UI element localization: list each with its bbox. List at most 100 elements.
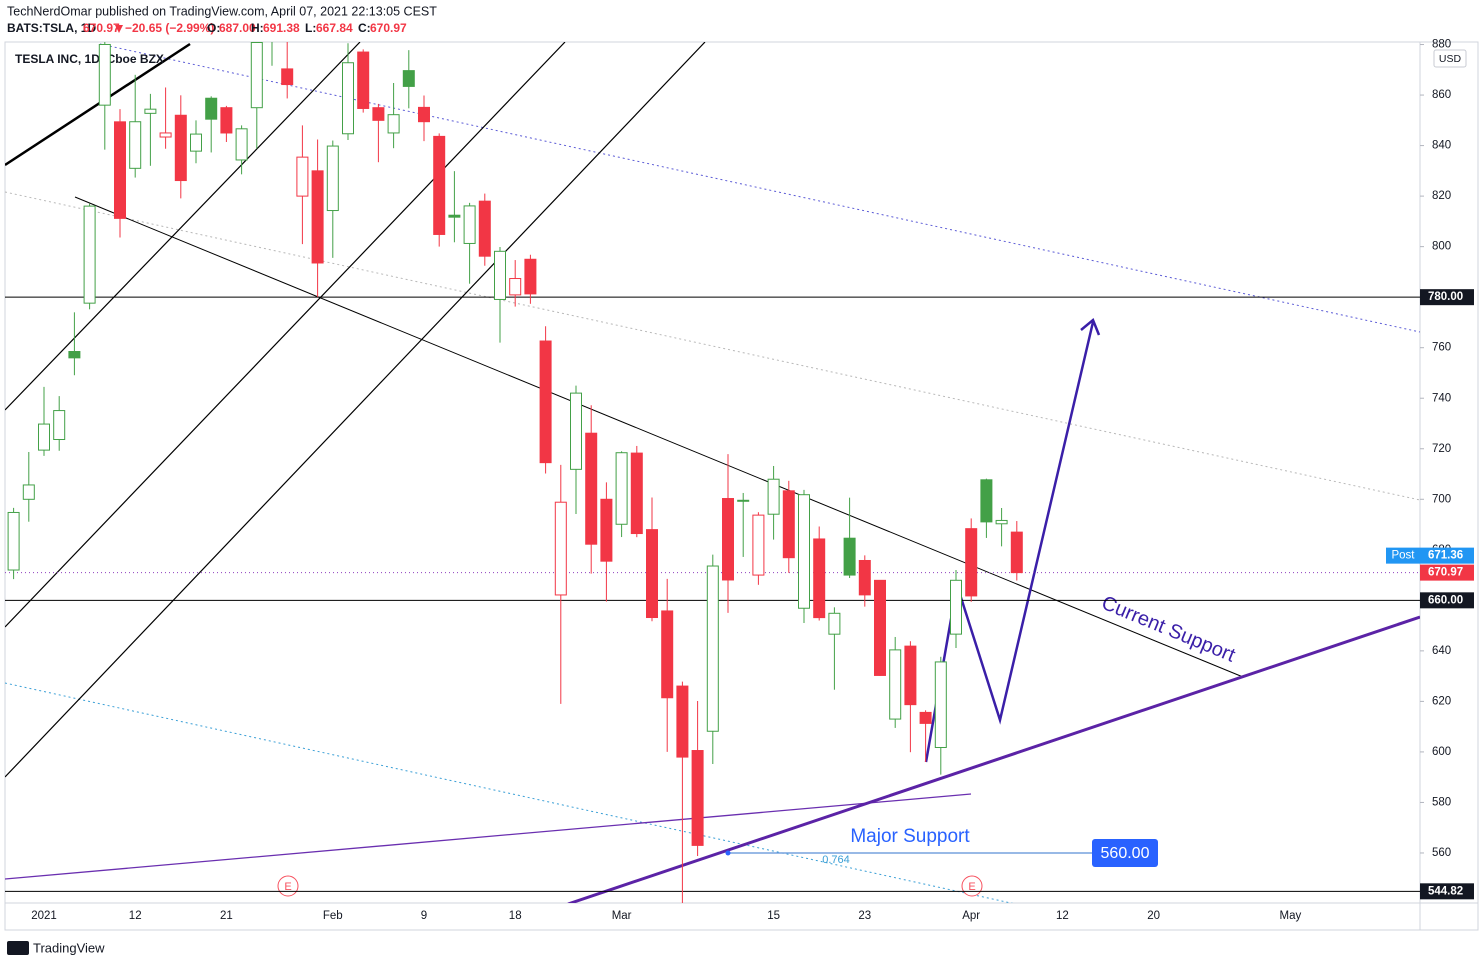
y-tick-label: 600	[1432, 746, 1451, 758]
candle-body	[509, 278, 522, 296]
x-tick-label: Apr	[962, 910, 980, 922]
candle-body	[554, 501, 567, 596]
post-price: 671.36	[1428, 550, 1463, 562]
y-tick-label: 860	[1432, 89, 1451, 101]
candle-body	[433, 135, 446, 235]
candle-body	[38, 423, 50, 451]
drawings	[5, 42, 1420, 903]
candle-body	[342, 62, 354, 135]
candle-body	[174, 114, 187, 182]
candle-body	[129, 121, 142, 169]
candle-body	[798, 494, 810, 609]
candle-body	[524, 258, 537, 295]
price-label: 780.00	[1428, 291, 1463, 303]
target-box	[1092, 838, 1158, 867]
major-support-line	[567, 615, 1420, 903]
x-tick-label: 12	[1056, 910, 1069, 922]
header-price: 670.97	[83, 21, 120, 35]
last-price-label: 670.97	[1428, 567, 1463, 579]
x-tick-label: 15	[767, 910, 780, 922]
candle-body	[934, 661, 947, 748]
ohlc-key: L:	[305, 21, 316, 35]
symbol: BATS:TSLA, 1D	[7, 21, 96, 35]
candle-body	[585, 432, 598, 545]
candle-body	[22, 484, 35, 500]
target-label: 560.00	[1101, 845, 1150, 862]
candle-body	[904, 645, 917, 706]
post-price-box	[1420, 547, 1474, 564]
currency: USD	[1439, 53, 1462, 65]
frame	[4, 41, 1479, 931]
y-tick-label: 620	[1432, 695, 1451, 707]
candle-body	[539, 340, 552, 464]
y-tick-label: 560	[1432, 847, 1451, 859]
candle-body	[630, 452, 643, 535]
price-label-box	[1420, 289, 1474, 306]
candle-body	[919, 711, 932, 724]
y-tick-label: 640	[1432, 645, 1451, 657]
candle-body	[980, 479, 993, 523]
upper-channel-line	[99, 43, 1420, 333]
candle-body	[752, 514, 765, 576]
candle-body	[98, 43, 111, 106]
ohlc-key: C:	[358, 21, 371, 35]
candle-body	[478, 200, 491, 257]
candle-body	[874, 579, 886, 676]
ohlc-value: 670.97	[370, 21, 407, 35]
candle-body	[372, 107, 385, 121]
candle-body	[570, 392, 582, 470]
ohlc-key: H:	[251, 21, 264, 35]
candle-body	[83, 205, 96, 304]
candle-body	[220, 107, 233, 134]
y-tick-label: 700	[1432, 493, 1451, 505]
candle-body	[615, 452, 628, 525]
candle-body	[463, 205, 476, 244]
candle-body	[813, 538, 826, 619]
trend-line	[5, 42, 191, 167]
candle-body	[387, 114, 400, 134]
candle-body	[965, 528, 978, 597]
target-anchor	[725, 850, 731, 856]
x-tick-label: 23	[858, 910, 871, 922]
candle-body	[858, 559, 871, 596]
x-tick-label: 18	[509, 910, 522, 922]
x-tick-label: 21	[220, 910, 233, 922]
candle-body	[296, 156, 309, 197]
candle-body	[326, 145, 339, 212]
logo-icon	[7, 941, 29, 955]
brand: TradingView	[33, 940, 105, 955]
x-tick-label: 2021	[31, 910, 57, 922]
candle-body	[676, 685, 689, 758]
candle-body	[357, 51, 370, 109]
y-tick-label: 800	[1432, 241, 1451, 253]
down-arrow-icon	[115, 25, 123, 33]
candle-body	[646, 529, 658, 619]
y-tick-label: 840	[1432, 140, 1451, 152]
current-support-line	[74, 196, 1244, 678]
ohlc-value: 667.84	[316, 21, 353, 35]
trend-line	[5, 42, 566, 628]
candle-body	[1010, 531, 1023, 574]
y-tick-label: 580	[1432, 796, 1451, 808]
x-tick-label: Mar	[612, 910, 632, 922]
candle-body	[661, 610, 674, 699]
ohlc-value: 691.38	[263, 21, 300, 35]
candle-body	[950, 579, 962, 635]
candle-body	[53, 410, 66, 441]
x-tick-label: 20	[1147, 910, 1160, 922]
y-tick-label: 820	[1432, 190, 1451, 202]
post-name-box	[1386, 547, 1420, 564]
y-tick-label: 720	[1432, 443, 1451, 455]
fib-level: 0.764	[822, 854, 850, 866]
currency-box	[1433, 49, 1467, 68]
candle-body	[235, 128, 248, 161]
target-text: Major Support	[850, 826, 970, 847]
candle-body	[68, 351, 81, 359]
x-tick-label: 12	[129, 910, 142, 922]
projection-arrowhead	[1080, 317, 1101, 336]
y-tick-label: 880	[1432, 39, 1451, 51]
support-line	[5, 793, 972, 880]
price-label: 660.00	[1428, 594, 1463, 606]
candle-body	[737, 499, 750, 502]
